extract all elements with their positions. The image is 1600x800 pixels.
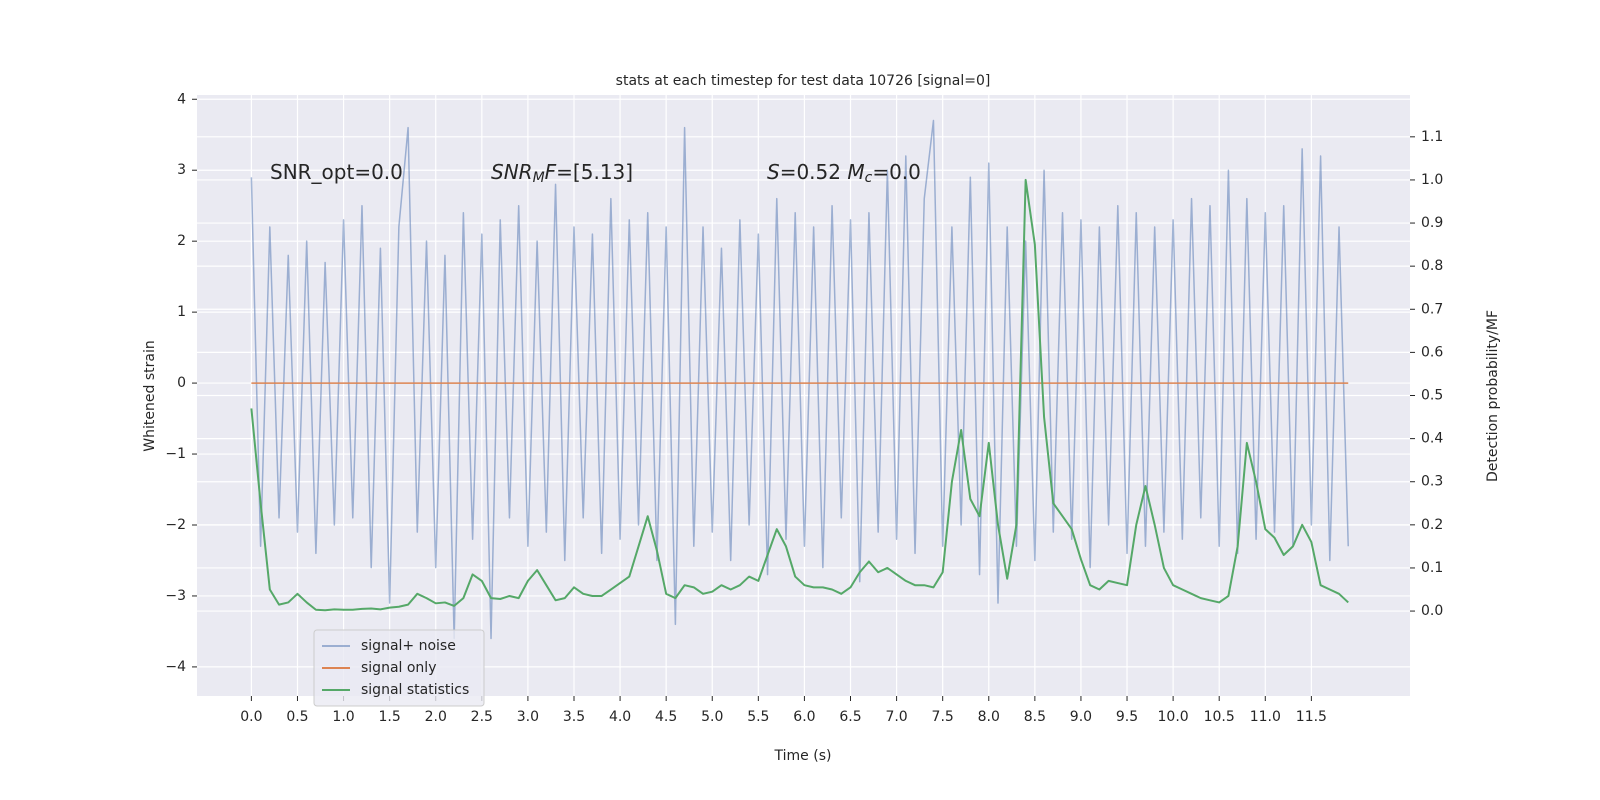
y2-tick-label: 0.4 [1421,431,1443,447]
x-tick-label: 2.0 [425,709,447,725]
x-tick-label: 3.5 [563,709,585,725]
y2-tick-label: 0.3 [1421,474,1443,490]
y2-tick-label: 1.1 [1421,129,1443,145]
y-tick-label: −2 [165,517,186,533]
chart-title: stats at each timestep for test data 107… [616,73,991,89]
y2-tick-label: 0.9 [1421,215,1443,231]
y-axis-label: Whitened strain [142,340,158,451]
annotation-part: c [865,170,873,186]
x-tick-label: 9.0 [1070,709,1092,725]
annotation: SNR_opt=0.0 [270,160,403,184]
x-tick-label: 8.5 [1024,709,1046,725]
x-tick-label: 7.0 [885,709,907,725]
x-tick-label: 1.0 [332,709,354,725]
legend-label: signal only [361,660,436,676]
y2-tick-label: 0.2 [1421,517,1443,533]
annotation-part: SNR [491,160,533,184]
x-tick-label: 2.5 [471,709,493,725]
y-tick-label: −4 [165,659,186,675]
annotation: S=0.52 Mc=0.0 [767,160,921,187]
annotation-part: S [767,160,780,184]
x-tick-label: 10.5 [1204,709,1235,725]
x-tick-label: 0.5 [286,709,308,725]
x-tick-label: 10.0 [1158,709,1189,725]
x-tick-label: 6.0 [793,709,815,725]
y2-tick-label: 0.0 [1421,603,1443,619]
x-tick-label: 11.5 [1296,709,1327,725]
annotation-part: F [545,160,557,184]
x-tick-label: 3.0 [517,709,539,725]
y2-tick-label: 0.5 [1421,388,1443,404]
y2-tick-label: 1.0 [1421,172,1443,188]
y2-tick-label: 0.8 [1421,258,1443,274]
x-tick-label: 6.5 [839,709,861,725]
annotation-part: SNR_opt=0.0 [270,160,403,184]
legend-box [313,629,485,707]
annotation-part: M [847,160,864,184]
annotation-part: =0.0 [872,160,921,184]
y-tick-label: 2 [177,233,186,249]
y2-axis-label: Detection probability/MF [1485,310,1501,482]
legend-label: signal+ noise [361,638,456,654]
x-axis-label: Time (s) [774,748,832,764]
y-tick-label: −1 [165,446,186,462]
x-tick-label: 7.5 [932,709,954,725]
x-tick-label: 5.0 [701,709,723,725]
x-tick-label: 0.0 [240,709,262,725]
x-tick-label: 11.0 [1250,709,1281,725]
y-tick-label: 0 [177,375,186,391]
x-tick-label: 5.5 [747,709,769,725]
y-tick-label: −3 [165,588,186,604]
series-line [250,119,1349,640]
x-tick-label: 8.0 [978,709,1000,725]
x-tick-label: 4.5 [655,709,677,725]
series-line [250,178,1349,612]
annotation: SNRMF=[5.13] [491,160,633,187]
annotation-part: M [533,170,545,186]
y2-tick-label: 0.1 [1421,560,1443,576]
x-tick-label: 4.0 [609,709,631,725]
x-tick-label: 9.5 [1116,709,1138,725]
y-tick-label: 3 [177,162,186,178]
annotation-part: =0.52 [780,160,848,184]
x-tick-label: 1.5 [379,709,401,725]
y2-tick-label: 0.7 [1421,301,1443,317]
y2-tick-label: 0.6 [1421,344,1443,360]
y-tick-label: 1 [177,304,186,320]
legend-label: signal statistics [361,682,469,698]
annotation-part: =[5.13] [556,160,633,184]
y-tick-label: 4 [177,91,186,107]
